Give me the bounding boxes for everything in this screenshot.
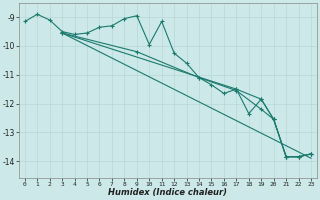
- X-axis label: Humidex (Indice chaleur): Humidex (Indice chaleur): [108, 188, 228, 197]
